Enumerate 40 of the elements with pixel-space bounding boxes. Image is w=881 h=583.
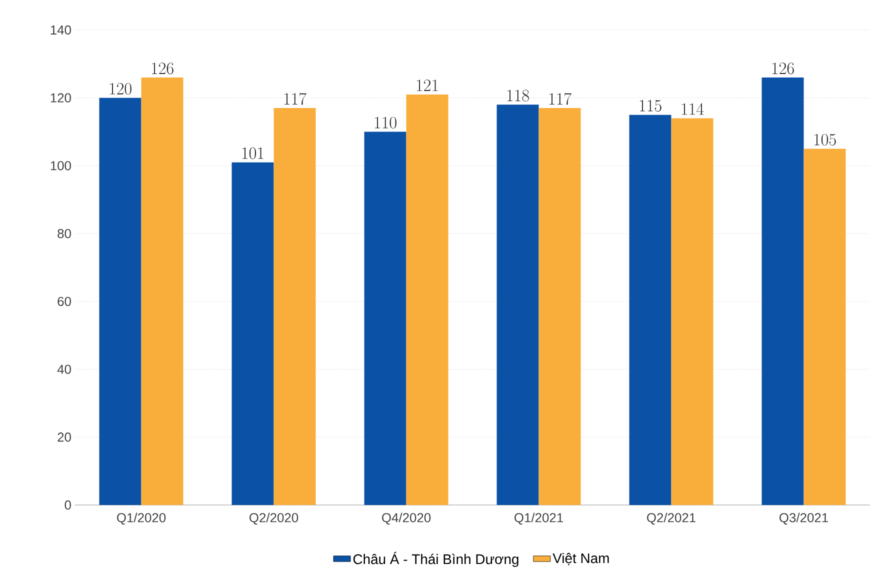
y-tick-label: 140 — [50, 25, 71, 35]
bar — [364, 132, 406, 505]
x-tick-label: Q4/2020 — [382, 512, 431, 525]
data-label: 126 — [152, 62, 174, 74]
bar — [406, 94, 448, 505]
bar — [232, 162, 274, 505]
data-label: 118 — [507, 90, 529, 102]
legend-label: Châu Á - Thái Bình Dương — [353, 552, 518, 567]
y-tick-label: 20 — [58, 432, 71, 442]
data-label: 101 — [242, 147, 264, 160]
bar — [538, 108, 581, 505]
bar — [141, 77, 184, 505]
bar — [496, 104, 539, 505]
x-tick-label: Q1/2020 — [117, 512, 166, 525]
data-label: 126 — [772, 62, 794, 74]
data-label: 117 — [549, 92, 572, 105]
data-label: 105 — [814, 134, 836, 146]
y-tick-label: 100 — [50, 161, 71, 170]
bar — [274, 108, 316, 505]
data-label: 110 — [374, 116, 396, 129]
data-label: 114 — [682, 103, 704, 115]
x-tick-label: Q1/2021 — [514, 512, 563, 525]
bar — [804, 148, 846, 505]
y-tick-label: 120 — [50, 93, 71, 102]
legend-label: Việt Nam — [552, 552, 609, 566]
data-label: 115 — [640, 100, 662, 112]
bar — [629, 114, 672, 505]
x-tick-label: Q2/2021 — [647, 512, 696, 525]
data-label: 117 — [284, 92, 306, 105]
y-tick-label: 60 — [58, 296, 71, 306]
y-tick-label: 0 — [64, 500, 71, 510]
y-tick-label: 40 — [57, 364, 71, 374]
data-label: 121 — [416, 80, 438, 91]
bar — [762, 77, 804, 505]
data-label: 120 — [110, 82, 132, 95]
x-tick-label: Q3/2021 — [780, 512, 828, 525]
x-tick-label: Q2/2020 — [250, 512, 298, 525]
y-tick-label: 80 — [58, 228, 71, 238]
bar — [99, 98, 142, 505]
bar — [671, 118, 714, 505]
